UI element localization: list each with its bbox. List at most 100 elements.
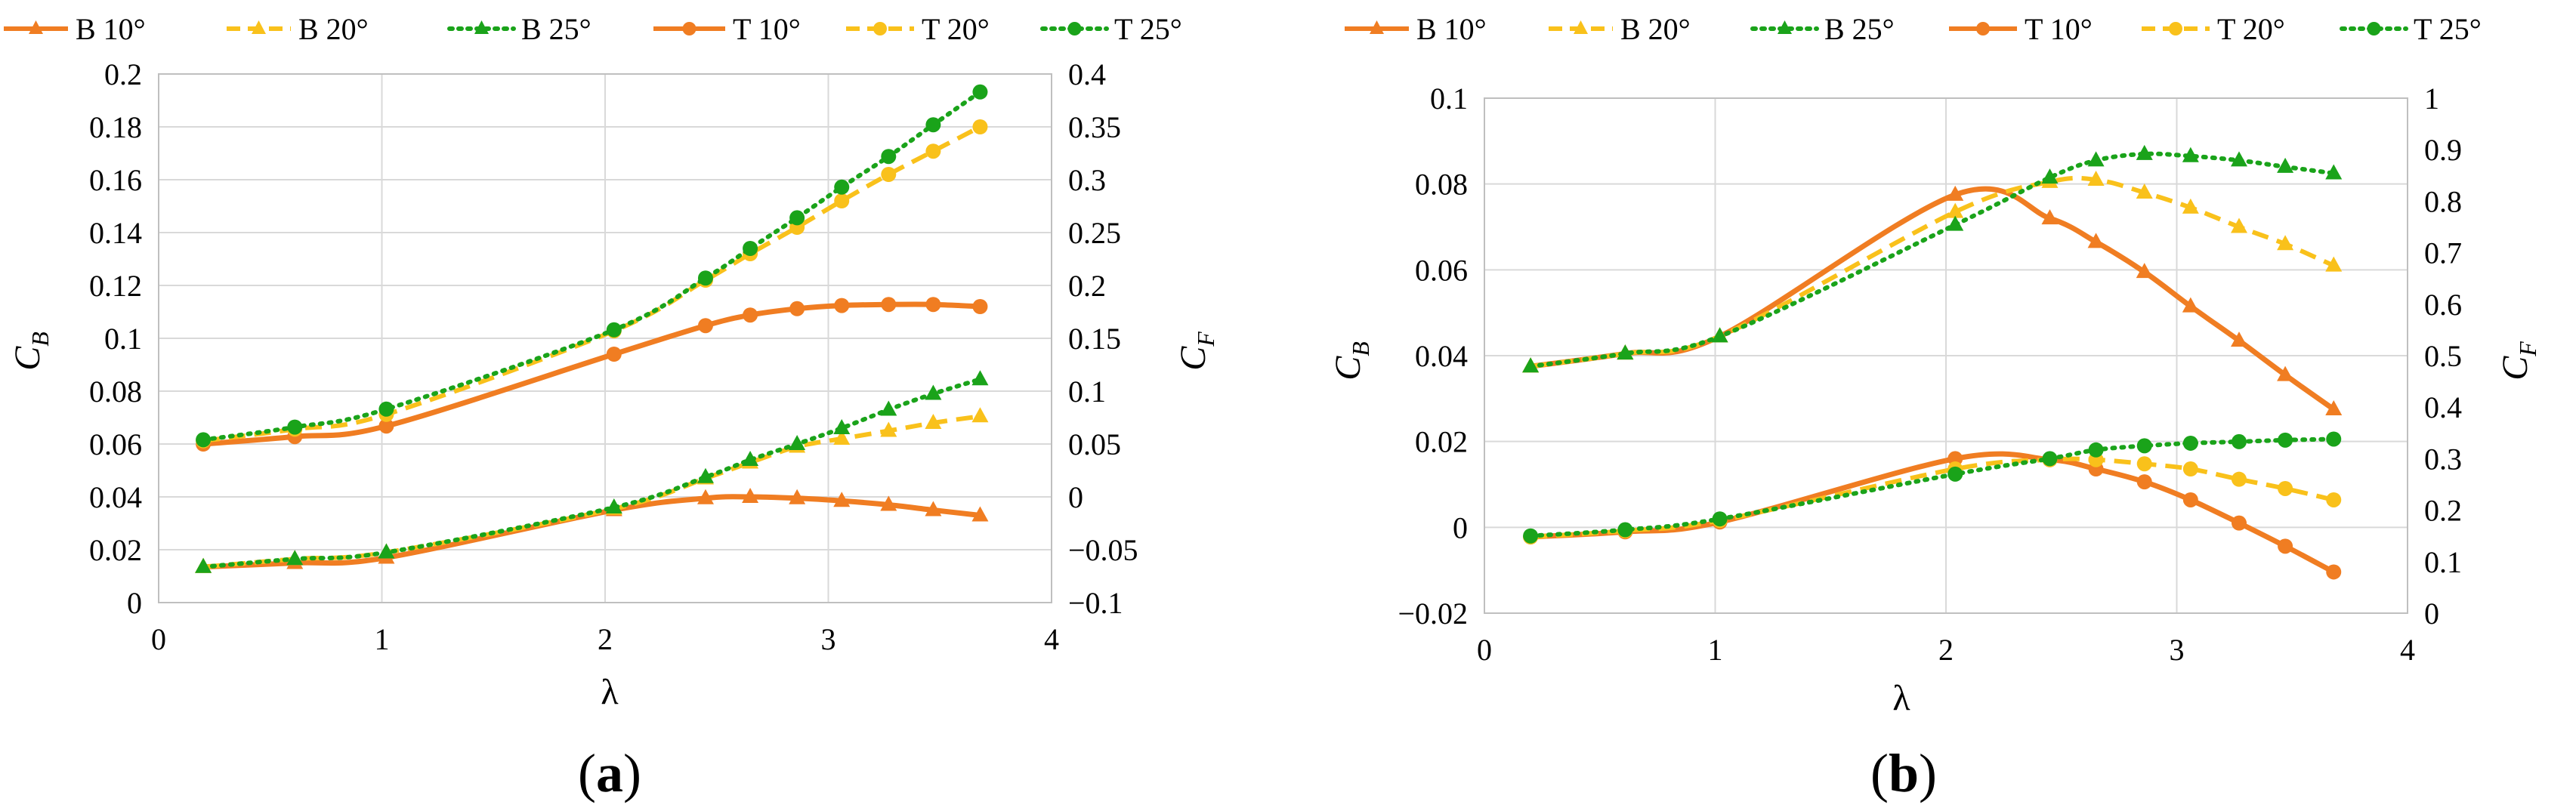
data-point [972, 299, 988, 314]
legend-label: B 20° [298, 12, 369, 46]
data-point [1712, 511, 1728, 527]
data-point [2182, 492, 2198, 507]
panel-b-legend-entry-t20: T 20° [2142, 12, 2285, 46]
legend-label: T 10° [733, 12, 801, 46]
data-point [2041, 209, 2059, 225]
panel-a-ticks: 00.020.040.060.080.10.120.140.160.180.2−… [89, 57, 1138, 656]
y-right-tick-label: 0.8 [2424, 184, 2462, 218]
series-t10 [196, 297, 988, 452]
data-point [2277, 365, 2294, 381]
data-point [881, 167, 897, 182]
data-point [2182, 461, 2198, 477]
data-point [2277, 235, 2294, 251]
series-line [1530, 456, 2334, 540]
data-point [2326, 492, 2342, 507]
panel-a-legend-entry-b10: B 10° [4, 12, 146, 46]
data-point [880, 495, 897, 511]
y-left-tick-label: 0.02 [1415, 425, 1468, 459]
panel-b-legend: B 10° B 20° B 25° T 10° T 20° [1345, 12, 2482, 46]
data-point [2136, 456, 2152, 472]
data-point [834, 193, 850, 208]
data-point [971, 370, 989, 386]
legend-label: B 20° [1620, 12, 1691, 46]
x-tick-label: 1 [375, 622, 390, 656]
y-left-tick-label: 0 [127, 586, 142, 620]
data-point [925, 143, 941, 159]
panel-a-legend-entry-b25: B 25° [447, 12, 591, 46]
panel-b-legend-entry-b10: B 10° [1345, 12, 1487, 46]
data-point [1617, 344, 1634, 360]
y-right-tick-label: 0.1 [2424, 545, 2462, 579]
panel-b: B 10° B 20° B 25° T 10° T 20° [1328, 12, 2541, 803]
data-point [2325, 164, 2343, 180]
data-point [2230, 217, 2247, 233]
legend-marker [873, 22, 887, 35]
panel-a-axis-labels: CB CF λ [8, 331, 1219, 712]
series-b25 [1522, 144, 2343, 373]
y-right-tick-label: 0 [1068, 480, 1083, 514]
data-point [2231, 471, 2247, 487]
legend-label: B 10° [76, 12, 146, 46]
panel-a-caption-letter: a [596, 743, 623, 803]
data-point [2136, 183, 2153, 199]
data-point [1947, 202, 1964, 218]
data-point [789, 435, 806, 450]
panel-b-legend-entry-b25: B 25° [1750, 12, 1895, 46]
y-left-tick-label: 0.04 [89, 480, 142, 514]
panel-a-legend-entry-t25: T 25° [1040, 12, 1182, 46]
panel-b-ticks: −0.02 0 0.02 0.04 0.06 0.08 0.1 0 0.1 0.2 0.3 0.4 0.… [1398, 82, 2462, 667]
data-point [925, 297, 941, 313]
y-right-tick-label: 1 [2424, 82, 2439, 116]
panel-a-caption: (a) [578, 743, 641, 803]
data-point [925, 117, 941, 133]
plot-frame [158, 73, 1052, 603]
data-point [880, 400, 897, 416]
data-point [2087, 151, 2105, 167]
data-point [925, 501, 942, 517]
data-point [2136, 474, 2152, 490]
series-line [201, 377, 983, 569]
panel-a-grid [158, 73, 1052, 603]
panel-b-y-right-label: CF [2495, 341, 2541, 381]
data-point [697, 467, 714, 483]
x-tick-label: 0 [1477, 633, 1492, 667]
data-point [881, 297, 897, 313]
data-point [697, 489, 714, 504]
y-right-tick-label: 0.4 [2424, 390, 2462, 424]
legend-marker [2169, 22, 2182, 35]
y-left-label-main: C [1328, 356, 1368, 381]
panel-b-y-left-label: CB [1328, 341, 1374, 381]
x-tick-label: 4 [1044, 622, 1059, 656]
data-point [287, 419, 303, 435]
data-point [605, 498, 622, 513]
panel-b-caption-letter: b [1889, 743, 1919, 803]
data-point [2136, 263, 2153, 279]
legend-marker [1370, 20, 1384, 34]
data-point [833, 430, 851, 445]
data-point [2182, 297, 2199, 313]
data-point [833, 492, 851, 507]
y-right-label-main: C [1173, 346, 1213, 371]
y-left-tick-label: 0 [1453, 510, 1468, 544]
data-point [2136, 144, 2153, 160]
data-point [925, 384, 942, 400]
panel-a-legend-entry-b20: B 20° [227, 12, 369, 46]
data-point [971, 407, 989, 423]
data-point [1523, 528, 1539, 544]
panel-b-axis-labels: CB CF λ [1328, 341, 2541, 718]
data-point [789, 301, 805, 316]
y-left-tick-label: −0.02 [1398, 597, 1468, 631]
x-tick-label: 1 [1708, 633, 1723, 667]
panel-b-legend-entry-b20: B 20° [1549, 12, 1691, 46]
data-point [2325, 256, 2343, 272]
series-line [1528, 151, 2337, 369]
legend-marker [682, 22, 697, 35]
legend-label: B 25° [521, 12, 591, 46]
data-point [1522, 357, 1540, 373]
data-point [697, 318, 713, 334]
data-point [2136, 438, 2152, 454]
data-point [880, 421, 897, 437]
series-t25 [196, 84, 988, 448]
y-right-tick-label: 0.4 [1068, 57, 1106, 91]
y-right-tick-label: 0.7 [2424, 236, 2462, 270]
